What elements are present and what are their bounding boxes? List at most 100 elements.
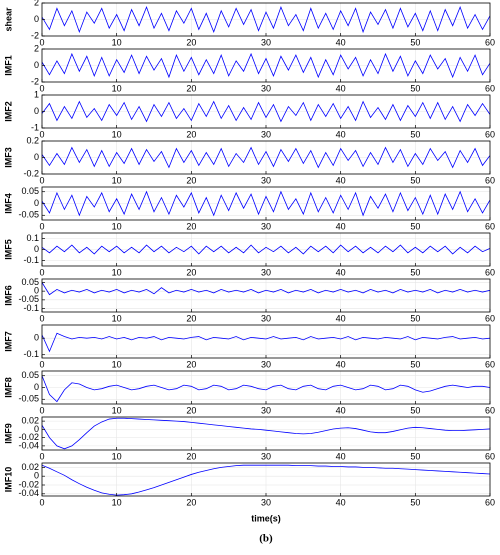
y-tick-label: -0.04 <box>18 440 39 450</box>
x-tick-label: 0 <box>39 267 44 277</box>
panel-label: IMF7 <box>3 331 13 352</box>
y-tick-label: -2 <box>31 76 39 86</box>
x-tick-label: 20 <box>186 129 196 139</box>
x-tick-label: 40 <box>336 497 346 507</box>
y-tick-label: 0.05 <box>21 370 39 380</box>
x-tick-label: 40 <box>336 313 346 323</box>
panel-label: IMF2 <box>3 101 13 122</box>
x-tick-label: 10 <box>112 83 122 93</box>
y-tick-label: -0.1 <box>23 255 39 265</box>
y-tick-label: 0.2 <box>26 135 39 145</box>
signal-line <box>42 282 490 296</box>
x-tick-label: 30 <box>261 175 271 185</box>
x-tick-label: 50 <box>410 359 420 369</box>
y-tick-label: -0.02 <box>18 479 39 489</box>
signal-line <box>42 417 490 450</box>
x-axis-label: time(s) <box>251 513 281 523</box>
y-tick-label: 0 <box>34 471 39 481</box>
x-tick-label: 20 <box>186 37 196 47</box>
panel <box>42 282 490 296</box>
x-tick-label: 0 <box>39 313 44 323</box>
x-tick-label: 50 <box>410 83 420 93</box>
x-tick-label: 30 <box>261 359 271 369</box>
y-tick-label: 0 <box>34 14 39 24</box>
panel-label: IMF3 <box>3 147 13 168</box>
x-tick-label: 50 <box>410 221 420 231</box>
y-tick-label: 0 <box>34 198 39 208</box>
x-tick-label: 60 <box>485 405 495 415</box>
x-tick-label: 60 <box>485 129 495 139</box>
panel-label: IMF9 <box>3 423 13 444</box>
signal-line <box>42 332 490 353</box>
x-tick-label: 50 <box>410 451 420 461</box>
y-tick-label: -0.04 <box>18 488 39 498</box>
x-tick-label: 40 <box>336 83 346 93</box>
x-tick-label: 60 <box>485 267 495 277</box>
x-tick-label: 0 <box>39 37 44 47</box>
x-tick-label: 60 <box>485 175 495 185</box>
x-tick-label: 20 <box>186 451 196 461</box>
x-tick-label: 30 <box>261 83 271 93</box>
x-tick-label: 20 <box>186 175 196 185</box>
y-tick-label: 0.02 <box>21 462 39 472</box>
x-tick-label: 10 <box>112 359 122 369</box>
x-tick-label: 20 <box>186 497 196 507</box>
x-tick-label: 40 <box>336 221 346 231</box>
y-tick-label: -0.1 <box>23 303 39 313</box>
x-tick-label: 10 <box>112 405 122 415</box>
x-tick-label: 20 <box>186 267 196 277</box>
y-tick-label: -0.05 <box>18 210 39 220</box>
x-tick-label: 30 <box>261 221 271 231</box>
x-tick-label: 60 <box>485 83 495 93</box>
x-tick-label: 10 <box>112 129 122 139</box>
y-tick-label: -0.1 <box>23 349 39 359</box>
y-tick-label: -0.05 <box>18 394 39 404</box>
x-tick-label: 0 <box>39 405 44 415</box>
x-tick-label: 10 <box>112 221 122 231</box>
x-tick-label: 0 <box>39 83 44 93</box>
signal-line <box>42 190 490 217</box>
x-tick-label: 0 <box>39 451 44 461</box>
x-tick-label: 60 <box>485 359 495 369</box>
x-tick-label: 60 <box>485 313 495 323</box>
x-tick-label: 20 <box>186 359 196 369</box>
y-tick-label: -0.2 <box>23 168 39 178</box>
y-tick-label: 2 <box>34 0 39 7</box>
x-tick-label: 50 <box>410 405 420 415</box>
x-tick-label: 0 <box>39 359 44 369</box>
x-tick-label: 50 <box>410 37 420 47</box>
panel-label: shear <box>3 7 13 32</box>
x-tick-label: 0 <box>39 175 44 185</box>
panel-label: IMF8 <box>3 377 13 398</box>
panel <box>42 146 490 169</box>
x-tick-label: 30 <box>261 37 271 47</box>
x-tick-label: 40 <box>336 37 346 47</box>
x-tick-label: 40 <box>336 129 346 139</box>
x-tick-label: 10 <box>112 175 122 185</box>
panel <box>42 52 490 79</box>
y-tick-label: 0 <box>34 60 39 70</box>
x-tick-label: 50 <box>410 129 420 139</box>
y-tick-label: 0 <box>34 244 39 254</box>
x-tick-label: 20 <box>186 313 196 323</box>
y-tick-label: 0 <box>34 152 39 162</box>
panel-label: IMF10 <box>3 467 13 493</box>
signal-line <box>42 244 490 255</box>
panel-label: IMF1 <box>3 55 13 76</box>
caption: (b) <box>259 533 273 545</box>
x-tick-label: 0 <box>39 497 44 507</box>
x-tick-label: 60 <box>485 37 495 47</box>
x-tick-label: 60 <box>485 221 495 231</box>
signal-line <box>42 5 490 34</box>
panel <box>42 244 490 255</box>
x-tick-label: 30 <box>261 313 271 323</box>
panel <box>42 417 490 450</box>
signal-line <box>42 146 490 169</box>
x-tick-label: 20 <box>186 83 196 93</box>
y-tick-label: 0.1 <box>26 233 39 243</box>
x-tick-label: 30 <box>261 497 271 507</box>
y-tick-label: 0 <box>34 333 39 343</box>
y-tick-label: 2 <box>34 43 39 53</box>
